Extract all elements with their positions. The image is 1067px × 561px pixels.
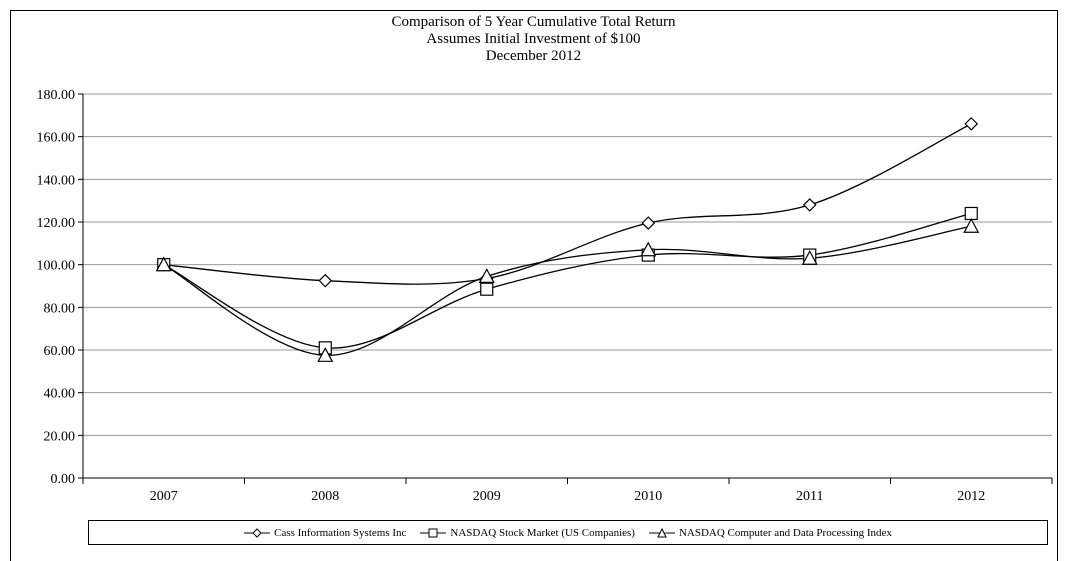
series-line-2 <box>163 225 972 356</box>
y-tick-label: 100.00 <box>37 259 76 274</box>
x-tick-label-2007: 2007 <box>150 489 178 504</box>
y-tick-label: 40.00 <box>44 387 76 402</box>
y-tick-label: 20.00 <box>44 429 76 444</box>
point-diamond-2010 <box>641 216 656 230</box>
y-tick-label: 120.00 <box>37 216 76 231</box>
point-diamond-2011 <box>802 198 817 212</box>
chart-title-block: Comparison of 5 Year Cumulative Total Re… <box>0 14 1067 65</box>
point-square-2012 <box>964 206 978 221</box>
chart-title: Comparison of 5 Year Cumulative Total Re… <box>391 14 676 30</box>
legend-diamond-icon <box>244 527 271 538</box>
y-tick-label: 160.00 <box>37 131 76 146</box>
y-tick-label: 0.00 <box>51 472 76 487</box>
y-tick-label: 60.00 <box>44 344 76 359</box>
point-diamond-2012 <box>964 117 979 131</box>
point-diamond-2008 <box>318 273 333 288</box>
point-triangle-2009 <box>478 268 495 283</box>
point-triangle-2010 <box>640 241 657 257</box>
x-tick-labels: 2007 2008 2009 2010 2011 2012 <box>150 489 986 504</box>
legend-item-nasdaq-us: NASDAQ Stock Market (US Companies) <box>420 527 635 539</box>
legend-item-nasdaq-computer: NASDAQ Computer and Data Processing Inde… <box>648 526 892 539</box>
series-lines <box>163 123 972 356</box>
chart-date: December 2012 <box>485 48 582 64</box>
series-line-0 <box>163 123 972 285</box>
x-tick-label-2010: 2010 <box>634 489 662 504</box>
x-tick-label-2012: 2012 <box>957 489 985 504</box>
legend-square-icon <box>420 528 447 537</box>
y-tick-label: 140.00 <box>37 173 76 188</box>
legend-label-nasdaq-computer: NASDAQ Computer and Data Processing Inde… <box>678 526 892 539</box>
legend-item-cass: Cass Information Systems Inc <box>244 527 406 539</box>
y-tick-labels: 0.00 20.00 40.00 60.00 80.00 100.00 120.00 140.… <box>37 88 76 487</box>
legend-triangle-icon <box>648 527 675 537</box>
chart-subtitle: Assumes Initial Investment of $100 <box>426 31 641 47</box>
axes <box>78 93 1053 484</box>
grid-lines <box>83 93 1052 436</box>
point-triangle-2012 <box>963 218 980 233</box>
chart-frame <box>10 10 1058 561</box>
x-tick-label-2009: 2009 <box>473 489 501 504</box>
y-tick-label: 80.00 <box>44 301 76 316</box>
point-triangle-2011 <box>801 250 818 265</box>
legend-label-cass: Cass Information Systems Inc <box>274 526 407 539</box>
x-tick-label-2011: 2011 <box>796 489 823 504</box>
point-square-2009 <box>480 282 494 296</box>
point-triangle-2007 <box>155 256 172 272</box>
legend-label-nasdaq-us: NASDAQ Stock Market (US Companies) <box>450 526 635 539</box>
series-line-1 <box>163 212 972 349</box>
series-markers <box>155 117 980 362</box>
point-triangle-2008 <box>317 347 334 362</box>
legend: Cass Information Systems Inc NASDAQ Stoc… <box>88 520 1048 545</box>
x-tick-label-2008: 2008 <box>311 489 339 504</box>
y-tick-label: 180.00 <box>37 88 76 103</box>
